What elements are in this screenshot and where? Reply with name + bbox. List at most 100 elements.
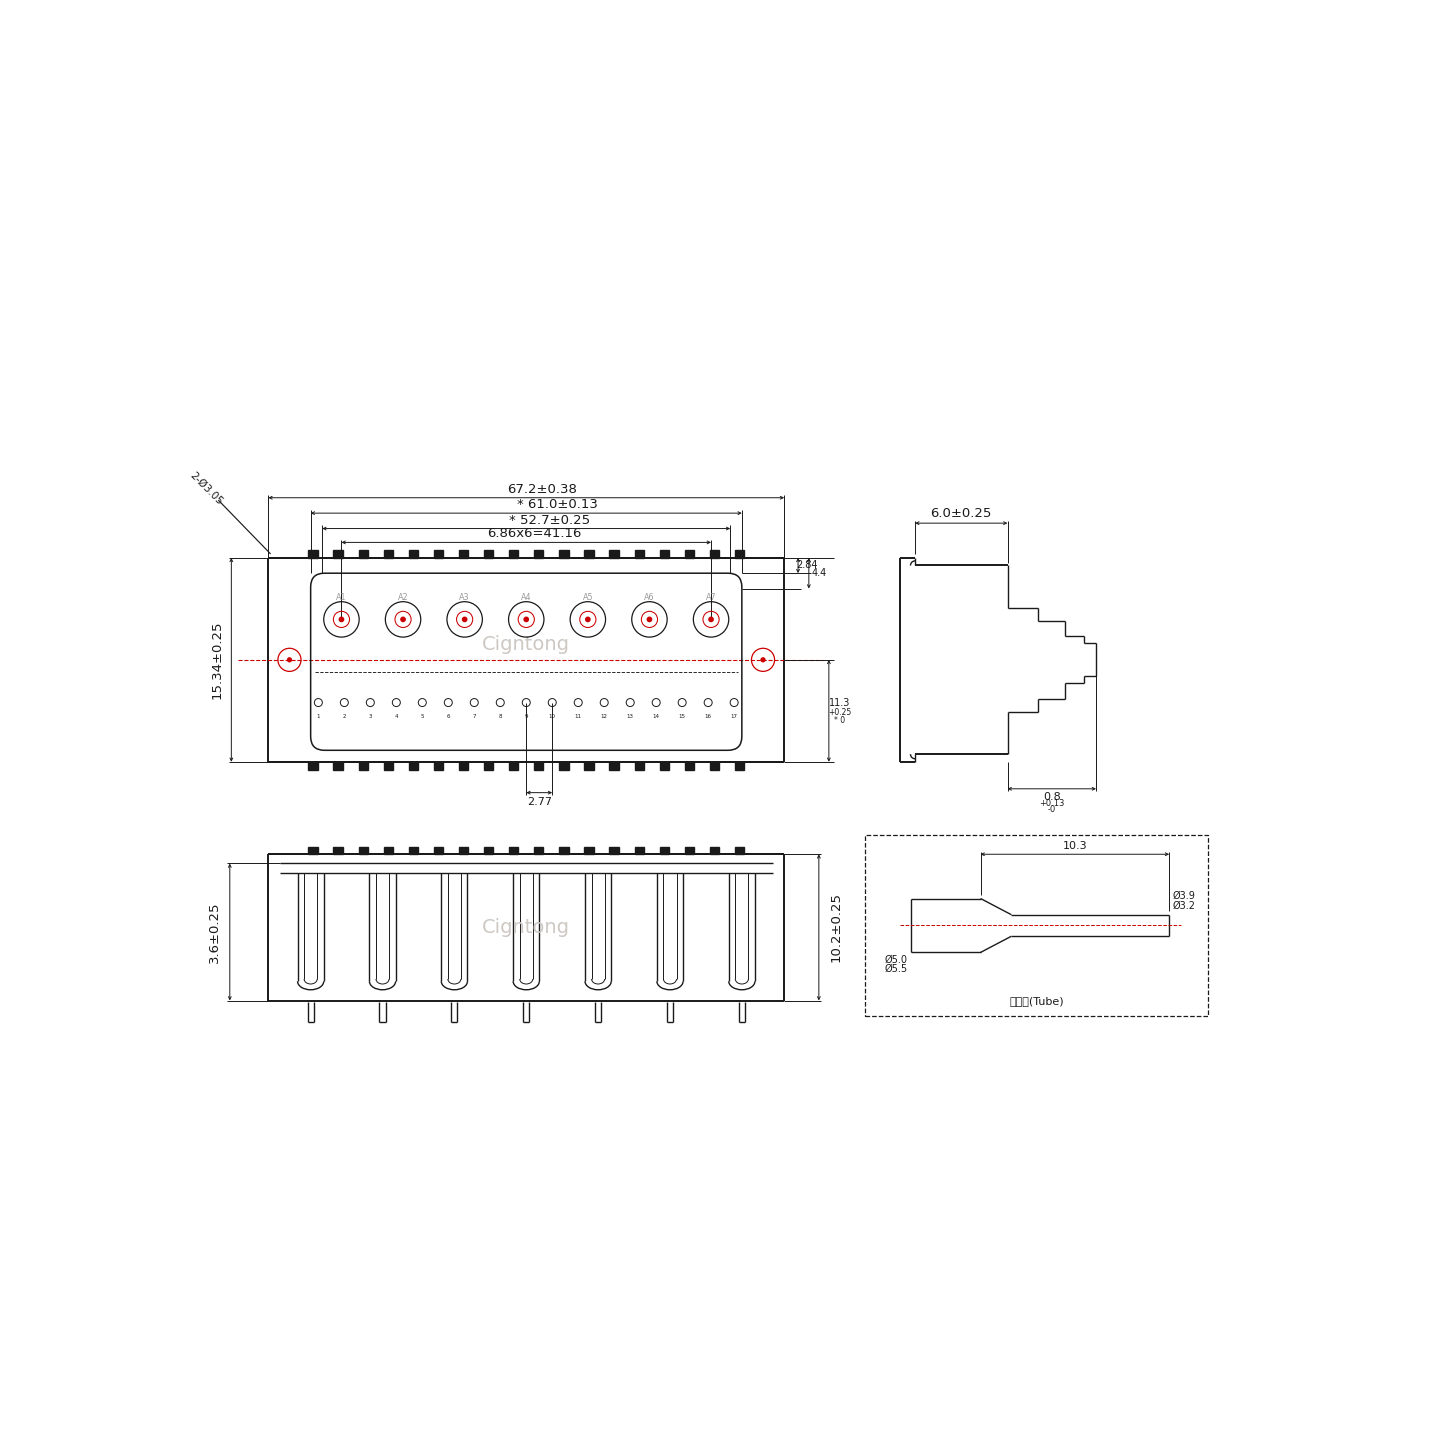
Text: 5: 5	[420, 714, 423, 719]
Bar	[635, 550, 644, 557]
Bar	[710, 847, 719, 854]
Text: A3: A3	[459, 593, 469, 602]
Text: A1: A1	[336, 593, 347, 602]
Bar	[334, 762, 343, 769]
Text: A7: A7	[706, 593, 716, 602]
Text: * 0: * 0	[834, 716, 845, 724]
Text: 2.84: 2.84	[796, 560, 818, 570]
Text: 4.4: 4.4	[811, 569, 827, 579]
Bar	[534, 847, 543, 854]
Text: 8: 8	[498, 714, 503, 719]
Text: 6.0±0.25: 6.0±0.25	[930, 507, 992, 520]
Circle shape	[400, 618, 405, 622]
Bar	[635, 847, 644, 854]
Bar	[660, 762, 670, 769]
Bar	[459, 847, 468, 854]
Bar	[660, 847, 670, 854]
Bar	[359, 762, 367, 769]
Text: 9: 9	[524, 714, 528, 719]
Text: 17: 17	[730, 714, 737, 719]
Text: 11.3: 11.3	[829, 698, 851, 708]
Text: 11: 11	[575, 714, 582, 719]
Text: A4: A4	[521, 593, 531, 602]
Circle shape	[462, 618, 467, 622]
Bar	[734, 550, 744, 557]
Bar	[609, 762, 619, 769]
Text: 屏蔽管(Tube): 屏蔽管(Tube)	[1009, 995, 1064, 1005]
Text: Ø5.5: Ø5.5	[884, 963, 907, 973]
Bar	[484, 762, 494, 769]
Text: Cigntong: Cigntong	[482, 635, 570, 654]
Text: 13: 13	[626, 714, 634, 719]
Bar	[359, 550, 367, 557]
Bar	[635, 762, 644, 769]
Bar	[685, 847, 694, 854]
Text: A6: A6	[644, 593, 655, 602]
Bar	[383, 762, 393, 769]
Text: -0: -0	[1048, 805, 1056, 815]
Bar	[559, 762, 569, 769]
Text: 1: 1	[317, 714, 320, 719]
Bar	[559, 847, 569, 854]
Bar	[585, 550, 593, 557]
Circle shape	[648, 618, 652, 622]
Bar	[734, 762, 744, 769]
Bar	[660, 550, 670, 557]
Text: 14: 14	[652, 714, 660, 719]
Text: 10.3: 10.3	[1063, 841, 1087, 851]
Text: Cigntong: Cigntong	[482, 917, 570, 937]
Bar	[433, 847, 444, 854]
Text: 7: 7	[472, 714, 477, 719]
Bar	[585, 847, 593, 854]
Text: +0.25: +0.25	[828, 708, 851, 717]
Text: 4: 4	[395, 714, 397, 719]
Text: 6.86x6=41.16: 6.86x6=41.16	[487, 527, 582, 540]
Bar	[359, 847, 367, 854]
Bar	[459, 550, 468, 557]
Bar	[433, 550, 444, 557]
Text: * 61.0±0.13: * 61.0±0.13	[517, 498, 598, 511]
Text: 3.6±0.25: 3.6±0.25	[207, 901, 220, 963]
Bar	[685, 762, 694, 769]
Text: 10: 10	[549, 714, 556, 719]
Text: 15.34±0.25: 15.34±0.25	[212, 621, 225, 698]
Text: 12: 12	[600, 714, 608, 719]
Bar	[510, 550, 518, 557]
Bar	[409, 550, 418, 557]
Text: 2: 2	[343, 714, 346, 719]
Bar	[734, 847, 744, 854]
Bar	[710, 550, 719, 557]
Bar	[710, 762, 719, 769]
Bar	[609, 550, 619, 557]
Bar	[334, 550, 343, 557]
Bar	[484, 550, 494, 557]
Text: A2: A2	[397, 593, 409, 602]
Circle shape	[524, 618, 528, 622]
Bar	[534, 550, 543, 557]
Bar	[409, 847, 418, 854]
Bar	[383, 550, 393, 557]
Bar	[308, 550, 318, 557]
Bar	[409, 762, 418, 769]
Circle shape	[762, 658, 765, 662]
Bar	[334, 847, 343, 854]
Circle shape	[586, 618, 590, 622]
Text: 3: 3	[369, 714, 372, 719]
Text: 6: 6	[446, 714, 451, 719]
Bar	[534, 762, 543, 769]
Bar	[308, 847, 318, 854]
Bar	[510, 847, 518, 854]
Bar	[609, 847, 619, 854]
Bar	[865, 835, 1208, 1017]
Bar	[559, 550, 569, 557]
Text: Ø3.9: Ø3.9	[1174, 890, 1197, 900]
Circle shape	[708, 618, 713, 622]
Text: 15: 15	[678, 714, 685, 719]
Bar	[308, 762, 318, 769]
Text: +0.13: +0.13	[1040, 799, 1064, 808]
Text: Ø3.2: Ø3.2	[1174, 900, 1197, 910]
Bar	[585, 762, 593, 769]
Text: 16: 16	[704, 714, 711, 719]
Text: A5: A5	[583, 593, 593, 602]
Text: 2-Ø3.05: 2-Ø3.05	[189, 471, 225, 507]
